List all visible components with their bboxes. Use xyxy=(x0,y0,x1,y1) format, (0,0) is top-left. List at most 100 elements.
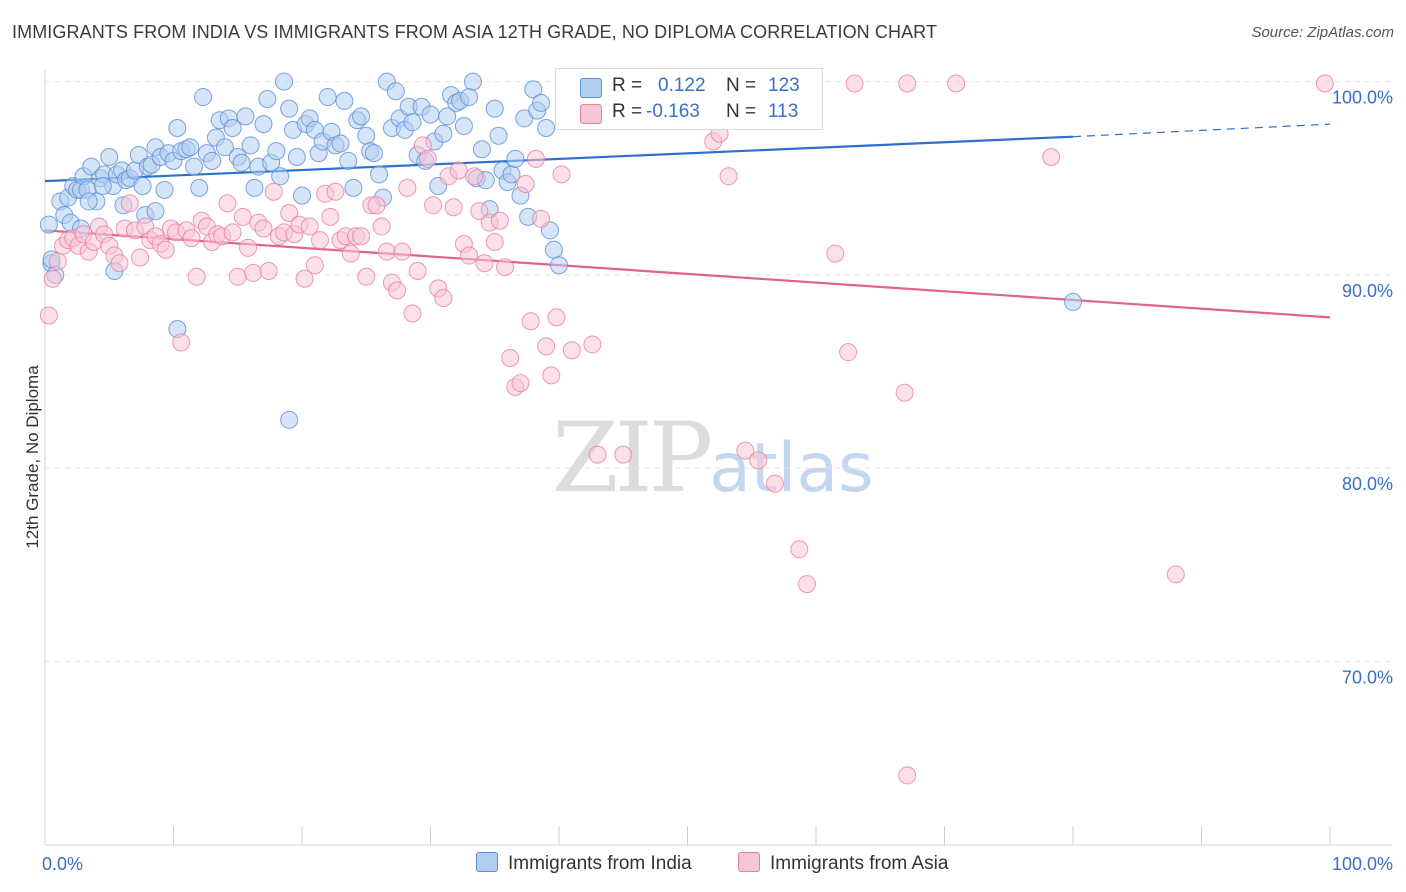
trend-line-asia xyxy=(44,229,1331,319)
point-india-94 xyxy=(434,124,453,143)
point-asia-79 xyxy=(444,198,463,217)
legend-n-label-india: N = xyxy=(726,75,757,96)
chart-title: IMMIGRANTS FROM INDIA VS IMMIGRANTS FROM… xyxy=(12,22,938,42)
point-asia-122 xyxy=(826,244,845,263)
point-india-67 xyxy=(318,88,337,107)
legend-r-value-india: 0.122 xyxy=(658,75,706,96)
point-india-37 xyxy=(190,178,209,197)
point-asia-2 xyxy=(48,252,67,271)
x-tick-label-0: 0.0% xyxy=(42,854,83,874)
trend-layer xyxy=(44,123,1331,319)
point-asia-0 xyxy=(39,306,58,325)
point-asia-75 xyxy=(424,196,443,215)
point-asia-71 xyxy=(403,304,422,323)
legend-r-label-asia: R = xyxy=(612,101,643,122)
point-india-75 xyxy=(352,107,371,126)
point-asia-42 xyxy=(254,219,273,238)
point-india-129 xyxy=(93,176,112,195)
legend-swatch-asia xyxy=(580,104,602,124)
point-asia-14 xyxy=(110,254,129,273)
watermark-zip: ZIP xyxy=(552,402,713,514)
point-asia-118 xyxy=(1166,565,1185,584)
point-india-125 xyxy=(1064,292,1082,311)
point-india-56 xyxy=(271,167,290,186)
legend-n-value-india: 123 xyxy=(768,75,800,96)
point-asia-89 xyxy=(496,258,515,277)
point-india-16 xyxy=(100,147,119,166)
point-asia-109 xyxy=(749,451,768,470)
point-asia-51 xyxy=(300,217,319,236)
point-india-95 xyxy=(438,107,457,126)
point-india-58 xyxy=(280,99,299,118)
point-asia-119 xyxy=(1315,74,1334,93)
point-india-49 xyxy=(241,136,260,155)
point-asia-55 xyxy=(321,207,340,226)
point-asia-92 xyxy=(511,374,530,393)
point-india-35 xyxy=(181,138,200,157)
point-asia-64 xyxy=(367,196,386,215)
point-asia-116 xyxy=(947,74,966,93)
point-asia-102 xyxy=(583,335,602,354)
point-asia-93 xyxy=(516,175,535,194)
point-india-55 xyxy=(267,142,286,161)
point-india-0 xyxy=(39,215,58,234)
point-asia-107 xyxy=(719,167,738,186)
point-asia-68 xyxy=(388,281,407,300)
point-india-99 xyxy=(454,117,473,136)
point-asia-121 xyxy=(895,383,914,402)
point-india-71 xyxy=(335,91,354,110)
point-asia-26 xyxy=(172,333,191,352)
point-india-50 xyxy=(245,178,264,197)
bottom-legend-india: Immigrants from India xyxy=(476,852,692,875)
point-asia-29 xyxy=(187,267,206,286)
point-india-132 xyxy=(146,202,165,221)
point-india-73 xyxy=(344,178,363,197)
bottom-legend-label-asia: Immigrants from Asia xyxy=(770,853,949,874)
point-asia-44 xyxy=(264,182,283,201)
point-india-106 xyxy=(485,99,504,118)
point-india-87 xyxy=(403,113,422,132)
point-india-121 xyxy=(550,256,568,275)
point-india-118 xyxy=(537,118,556,137)
point-asia-66 xyxy=(377,242,396,261)
point-asia-36 xyxy=(223,223,242,242)
point-asia-110 xyxy=(790,540,809,559)
point-india-83 xyxy=(386,82,405,101)
point-india-70 xyxy=(331,134,350,153)
point-asia-74 xyxy=(418,149,437,168)
point-asia-53 xyxy=(310,231,329,250)
point-india-115 xyxy=(524,80,543,99)
point-india-52 xyxy=(254,115,273,134)
point-india-43 xyxy=(215,138,234,157)
bottom-legend-swatch-asia xyxy=(738,852,760,872)
bottom-legend-asia: Immigrants from Asia xyxy=(738,852,948,875)
point-india-117 xyxy=(532,93,551,112)
point-asia-1 xyxy=(43,269,62,288)
point-india-124 xyxy=(280,410,299,429)
point-asia-114 xyxy=(898,766,917,785)
point-india-103 xyxy=(472,140,491,159)
point-asia-52 xyxy=(305,256,324,275)
point-asia-16 xyxy=(120,194,139,213)
point-asia-62 xyxy=(357,267,376,286)
point-asia-88 xyxy=(490,211,509,230)
point-asia-80 xyxy=(449,161,468,180)
point-asia-83 xyxy=(465,167,484,186)
point-asia-61 xyxy=(352,227,371,246)
point-asia-98 xyxy=(542,366,561,385)
point-asia-90 xyxy=(501,348,520,367)
point-asia-112 xyxy=(839,343,858,362)
point-asia-84 xyxy=(470,202,489,221)
y-tick-label-0: 100.0% xyxy=(1332,88,1393,108)
y-tick-label-2: 80.0% xyxy=(1342,474,1393,494)
point-asia-18 xyxy=(131,248,150,267)
point-asia-59 xyxy=(341,244,360,263)
point-asia-85 xyxy=(475,254,494,273)
x-tick-label-1: 100.0% xyxy=(1332,854,1393,874)
point-asia-38 xyxy=(233,207,252,226)
point-asia-23 xyxy=(156,240,175,259)
label-layer: 100.0% 90.0% 80.0% 70.0% 0.0% 100.0% 12th Grad… xyxy=(23,88,1393,874)
trend-line-india-extension xyxy=(1072,123,1331,138)
point-asia-47 xyxy=(280,204,299,223)
point-asia-50 xyxy=(295,269,314,288)
